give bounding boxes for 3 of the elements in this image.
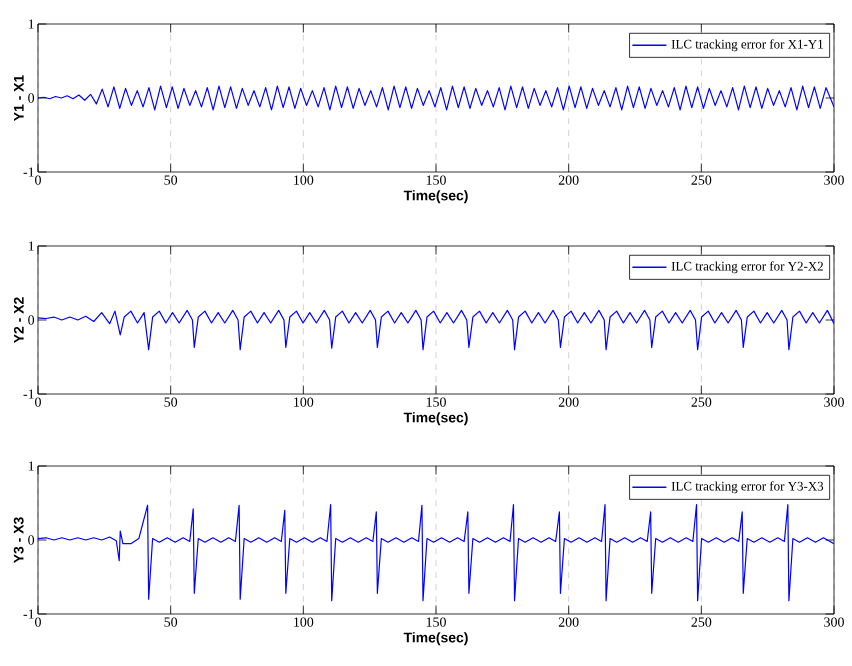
line-series	[38, 503, 835, 602]
line-series	[38, 85, 835, 111]
line-series	[38, 309, 835, 351]
